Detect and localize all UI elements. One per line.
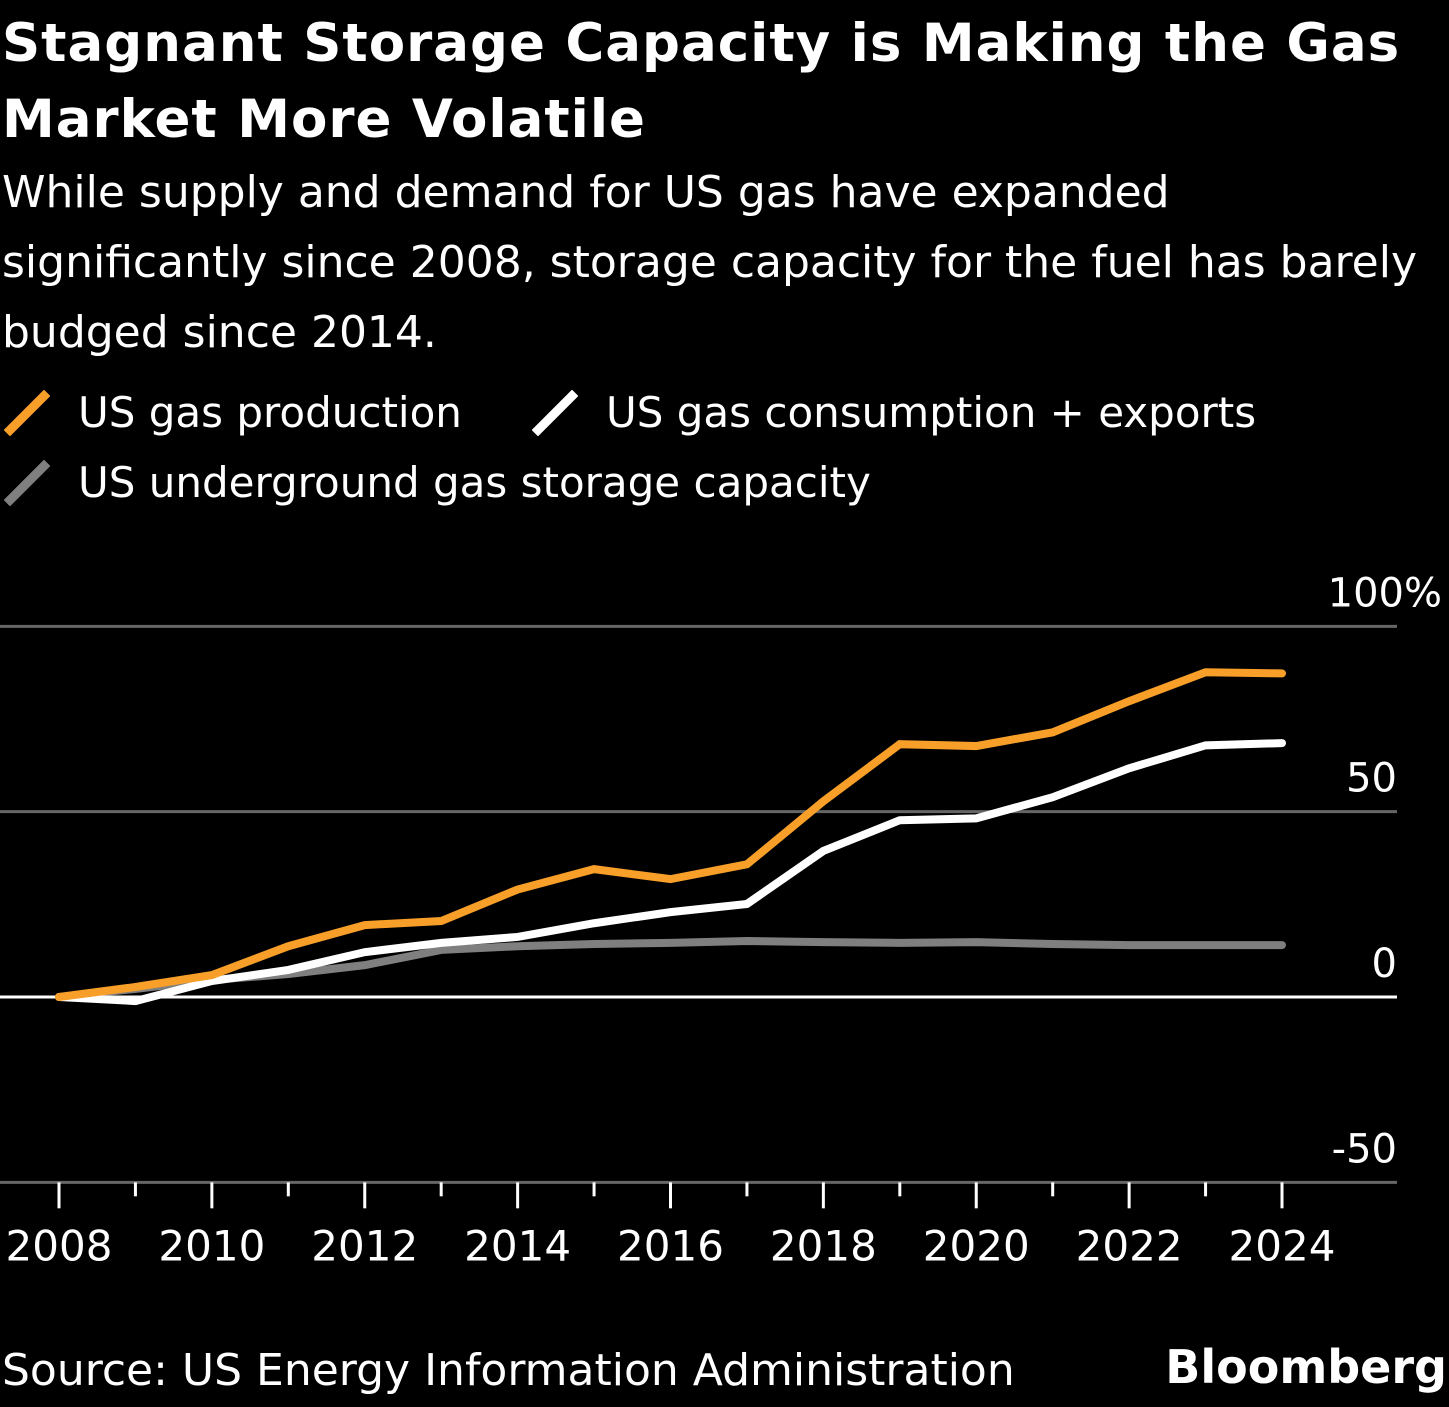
chart-subtitle: While supply and demand for US gas have … — [2, 167, 1418, 358]
legend-swatch-production — [4, 389, 50, 436]
y-tick-label: 100% — [1328, 570, 1442, 616]
y-tick-label: 50 — [1346, 756, 1397, 802]
series-line-2 — [55, 937, 1286, 1001]
legend-item-storage: US underground gas storage capacity — [4, 458, 871, 507]
x-tick-label: 2012 — [311, 1221, 418, 1270]
line-chart: 100% 50 0 -50 2008 2010 2012 2014 2016 2018 2020 20… — [0, 570, 1442, 1270]
legend-label-consumption: US gas consumption + exports — [606, 388, 1257, 437]
x-tick-label: 2016 — [617, 1221, 724, 1270]
x-tick-label: 2020 — [923, 1221, 1030, 1270]
x-tick-label: 2018 — [770, 1221, 877, 1270]
series-line-0 — [55, 668, 1286, 1001]
legend-item-consumption: US gas consumption + exports — [532, 388, 1256, 437]
y-tick-label: 0 — [1372, 941, 1397, 987]
legend-label-production: US gas production — [78, 388, 462, 437]
source-note: Source: US Energy Information Administra… — [2, 1345, 1015, 1396]
legend-swatch-consumption — [532, 389, 578, 436]
series-line-1 — [55, 739, 1286, 1006]
x-tick-label: 2014 — [464, 1221, 571, 1270]
legend-label-storage: US underground gas storage capacity — [78, 458, 871, 507]
legend-swatch-storage — [4, 459, 50, 506]
x-tick-label: 2010 — [158, 1221, 265, 1270]
bloomberg-logo: Bloomberg — [1165, 1340, 1447, 1394]
x-tick-label: 2024 — [1229, 1221, 1336, 1270]
legend-item-production: US gas production — [4, 388, 462, 437]
x-tick-label: 2022 — [1076, 1221, 1183, 1270]
y-tick-label: -50 — [1332, 1126, 1397, 1172]
chart-title: Stagnant Storage Capacity is Making the … — [2, 13, 1401, 150]
x-tick-label: 2008 — [6, 1221, 113, 1270]
